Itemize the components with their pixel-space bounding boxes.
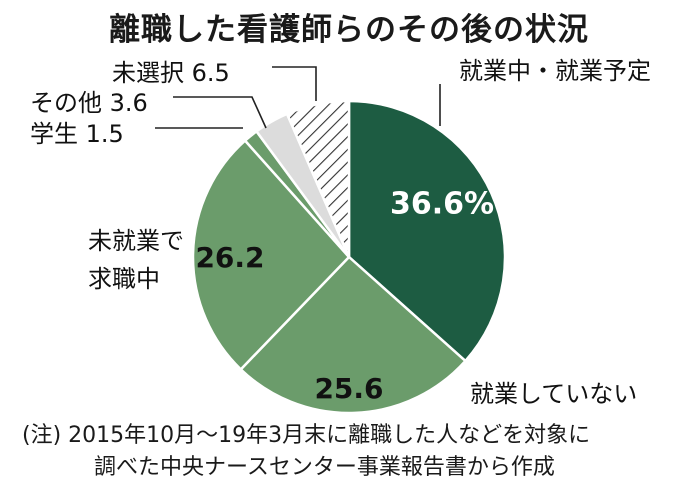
leader-line-5: [173, 96, 267, 129]
leader-line-6: [272, 66, 317, 101]
source-note-line-2: 調べた中央ナースセンター事業報告書から作成: [94, 455, 555, 480]
pie-slice-1: [347, 99, 507, 363]
pie-slice-2: [239, 255, 467, 415]
slice-category-label-5: その他 3.6: [30, 89, 148, 117]
slice-category-label-2: 就業していない: [470, 380, 637, 408]
slice-category-label-6: 未選択 6.5: [112, 59, 230, 87]
slice-value-label-2: 25.6: [314, 372, 383, 405]
slice-category-label-3-line-1: 未就業で: [88, 227, 184, 255]
slice-category-label-1: 就業中・就業予定: [459, 57, 651, 85]
source-note-line-1: (注) 2015年10月～19年3月末に離職した人などを対象に: [22, 423, 591, 448]
pie-slice-6: [285, 99, 351, 259]
slice-value-label-3: 26.2: [195, 241, 264, 274]
slice-category-label-4: 学生 1.5: [30, 120, 124, 148]
slice-value-label-1: 36.6%: [390, 187, 494, 222]
slice-category-label-3-line-2: 求職中: [88, 265, 160, 293]
pie-slice-3: [191, 139, 351, 371]
chart-title: 離職した看護師らのその後の状況: [109, 12, 589, 48]
